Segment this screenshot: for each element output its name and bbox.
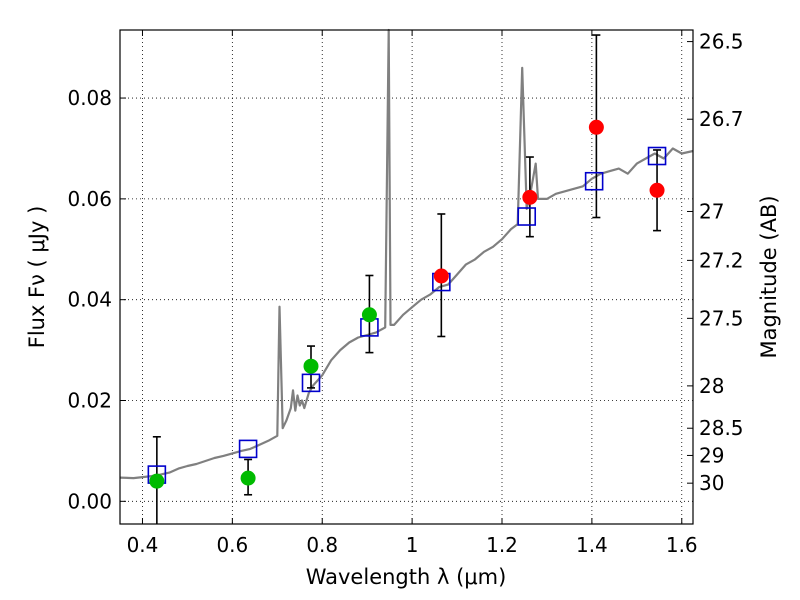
model-photometry-markers [147, 146, 667, 484]
plot-frame [119, 29, 694, 525]
y-tick-label: 0.04 [67, 288, 112, 312]
observed-nir-point [588, 119, 604, 135]
y2-tick-label: 27 [699, 199, 724, 223]
y-tick-label: 0.00 [67, 489, 112, 513]
y2-tick-label: 28 [699, 374, 724, 398]
model-photometry-square [517, 207, 537, 226]
model-spectrum-line [119, 28, 694, 480]
x-axis-ticks: 0.4 0.6 0.8 1 1.2 1.4 1.6 [127, 30, 698, 557]
y-tick-label: 0.08 [67, 86, 112, 110]
observed-nir-point [522, 189, 538, 205]
y-tick-label: 0.02 [67, 389, 112, 413]
x-tick-label: 0.6 [216, 533, 248, 557]
model-spectrum [119, 28, 694, 480]
y2-tick-label: 26.5 [699, 30, 744, 54]
grid-lines [120, 30, 693, 524]
x-axis-label: Wavelength λ (μm) [306, 565, 507, 589]
y2-axis-label: Magnitude (AB) [757, 195, 781, 358]
y2-tick-label: 27.2 [699, 248, 744, 272]
observed-nir-point [649, 182, 665, 198]
observed-optical-point [149, 473, 165, 489]
observed-optical-point [240, 470, 256, 486]
x-tick-label: 1 [406, 533, 419, 557]
y2-tick-label: 29 [699, 443, 724, 467]
observed-nir-point [433, 268, 449, 284]
observed-optical-point [303, 358, 319, 374]
y2-tick-label: 28.5 [699, 416, 744, 440]
model-photometry-square [647, 146, 667, 166]
x-tick-label: 0.4 [127, 533, 159, 557]
y2-tick-label: 26.7 [699, 107, 744, 131]
x-tick-label: 1.2 [486, 533, 518, 557]
x-tick-label: 0.8 [306, 533, 338, 557]
x-tick-label: 1.6 [666, 533, 698, 557]
y2-tick-label: 30 [699, 471, 724, 495]
model-photometry-square [238, 439, 258, 459]
y2-tick-label: 27.5 [699, 306, 744, 330]
observed-optical-point [361, 307, 377, 323]
y2-axis-ticks: 26.5 26.7 27 27.2 27.5 28 28.5 29 30 [687, 30, 744, 495]
model-photometry-square [584, 171, 604, 191]
y-tick-label: 0.06 [67, 187, 112, 211]
model-photometry-square [301, 373, 321, 393]
observed-photometry-markers [149, 119, 665, 489]
x-tick-label: 1.4 [576, 533, 608, 557]
error-bars [152, 34, 662, 524]
y-axis-label: Flux Fν ( μJy ) [25, 206, 49, 349]
y-axis-ticks: 0.00 0.02 0.04 0.06 0.08 [67, 86, 126, 513]
